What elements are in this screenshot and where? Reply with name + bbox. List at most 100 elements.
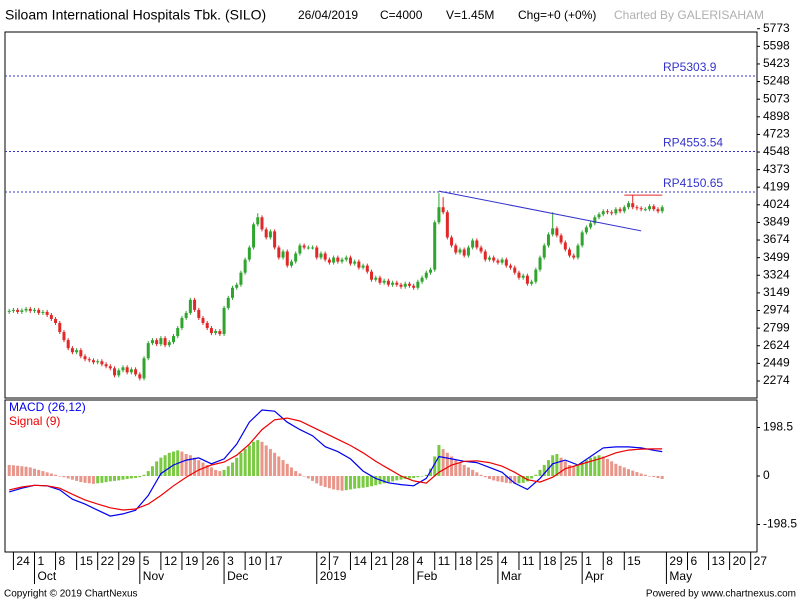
histogram-bar	[289, 467, 293, 476]
histogram-bar	[91, 476, 95, 484]
candle-body	[568, 249, 572, 256]
candle-body	[500, 259, 504, 263]
histogram-bar	[134, 476, 138, 478]
histogram-bar	[462, 465, 466, 476]
histogram-bar	[327, 476, 331, 489]
candle-body	[627, 203, 631, 208]
candle-body	[361, 265, 365, 268]
candle-body	[412, 285, 416, 288]
candle-body	[643, 209, 647, 211]
candle-body	[656, 209, 660, 212]
histogram-bar	[180, 451, 184, 476]
powered-by: Powered by www.chartnexus.com	[646, 589, 796, 600]
x-tick-label: 17	[269, 554, 283, 568]
histogram-bar	[386, 476, 390, 483]
panel-frame	[4, 31, 758, 399]
y-tick-label: 5423	[763, 56, 790, 70]
histogram-bar	[188, 455, 192, 476]
histogram-bar	[504, 476, 508, 483]
x-tick-label: 20	[733, 554, 747, 568]
candle-body	[487, 257, 491, 260]
volume: V=1.45M	[446, 8, 494, 22]
histogram-bar	[205, 465, 209, 476]
histogram-bar	[399, 476, 403, 480]
histogram-bar	[551, 455, 555, 476]
candle-body	[188, 299, 192, 313]
histogram-bar	[559, 457, 563, 476]
histogram-bar	[660, 476, 664, 479]
candle-body	[319, 253, 323, 258]
histogram-bar	[252, 441, 256, 476]
candle-body	[660, 207, 664, 212]
candle-body	[605, 211, 609, 213]
y-tick-label: 3149	[763, 285, 790, 299]
candle-body	[121, 367, 125, 371]
x-tick-label: 13	[712, 554, 726, 568]
candle-body	[180, 317, 184, 329]
candle-body	[218, 331, 222, 335]
candle-body	[353, 261, 357, 264]
x-tick-label: 28	[396, 554, 410, 568]
candle-body	[66, 340, 70, 349]
candle-body	[365, 265, 369, 272]
candle-body	[201, 317, 205, 323]
histogram-bar	[525, 476, 529, 482]
legend-entry: MACD (26,12)	[9, 400, 86, 414]
candle-body	[407, 283, 411, 286]
candle-body	[530, 281, 534, 284]
histogram-bar	[437, 444, 441, 476]
candle-body	[458, 249, 462, 253]
histogram-bar	[247, 445, 251, 476]
histogram-bar	[445, 452, 449, 476]
candle-body	[222, 307, 226, 335]
histogram-bar	[466, 467, 470, 476]
candle-body	[268, 231, 272, 238]
candle-body	[176, 328, 180, 337]
histogram-bar	[639, 473, 643, 476]
histogram-bar	[184, 454, 188, 476]
histogram-bar	[648, 476, 652, 477]
histogram-bar	[610, 461, 614, 476]
histogram-bar	[201, 462, 205, 476]
histogram-bar	[605, 458, 609, 476]
x-tick-label: 4	[417, 554, 424, 568]
y-tick-label: -198.5	[763, 517, 797, 531]
candle-body	[281, 251, 285, 258]
y-tick-label: 2974	[763, 303, 790, 317]
x-tick-label: 29	[122, 554, 136, 568]
histogram-bar	[643, 474, 647, 476]
histogram-bar	[273, 452, 277, 476]
histogram-bar	[37, 469, 41, 476]
histogram-bar	[142, 474, 146, 476]
y-tick-label: 198.5	[763, 420, 793, 434]
candle-body	[370, 271, 374, 280]
histogram-bar	[146, 471, 150, 476]
candle-body	[264, 229, 268, 238]
candle-body	[403, 283, 407, 287]
histogram-bar	[311, 476, 315, 481]
histogram-bar	[218, 471, 222, 476]
candle-body	[395, 282, 399, 285]
candle-body	[378, 277, 382, 283]
annotation-label: RP5303.9	[663, 60, 717, 74]
histogram-bar	[150, 466, 154, 476]
histogram-bar	[513, 476, 517, 484]
histogram-bar	[412, 476, 416, 478]
candle-body	[100, 361, 104, 365]
candle-body	[7, 310, 11, 312]
histogram-bar	[555, 454, 559, 476]
histogram-bar	[121, 476, 125, 480]
trend-line	[438, 190, 642, 232]
histogram-bar	[450, 456, 454, 476]
histogram-bar	[167, 452, 171, 476]
histogram-bar	[66, 476, 70, 479]
histogram-bar	[24, 466, 28, 476]
y-tick-label: 4199	[763, 179, 790, 193]
candle-body	[306, 247, 310, 249]
candle-body	[336, 257, 340, 262]
histogram-bar	[627, 469, 631, 476]
candle-body	[538, 257, 542, 270]
candle-body	[138, 374, 142, 379]
histogram-bar	[429, 468, 433, 476]
